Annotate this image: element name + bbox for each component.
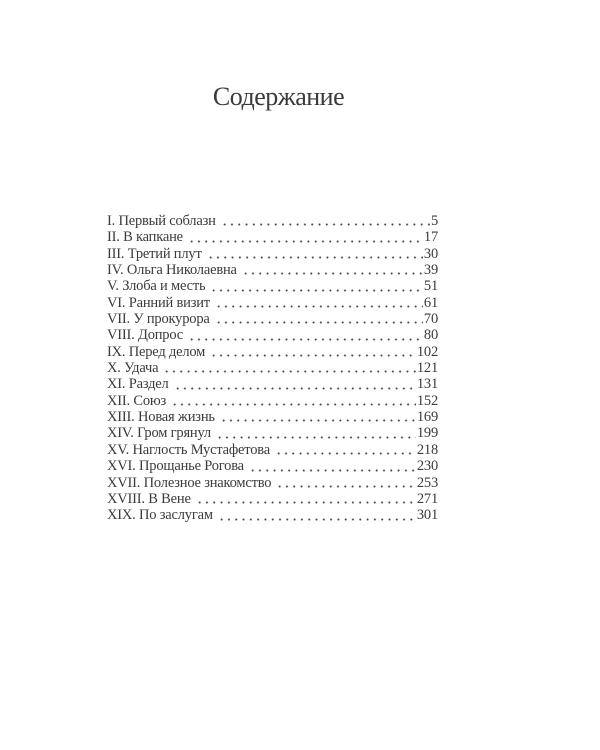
page-number: 131 [416,376,438,393]
dot-leader [241,262,423,279]
page-number: 218 [416,441,438,458]
page-number: 253 [416,474,438,491]
dot-leader [188,327,423,344]
toc-entry: V. Злоба и месть 51 [107,278,438,295]
toc-entry: II. В капкане 17 [107,229,438,246]
toc-entry: XIV. Гром грянул 199 [107,425,438,442]
page-title: Содержание [212,82,345,111]
chapter-label: XII. Союз [107,392,167,409]
chapter-label: I. Первый соблазн [107,213,216,229]
toc-entry: X. Удача 121 [107,360,438,377]
page-number: 169 [416,409,438,426]
dot-leader [215,425,416,442]
dot-leader [248,458,416,475]
dot-leader [210,278,423,295]
dot-leader [217,507,416,524]
chapter-label: X. Удача [107,360,159,377]
chapter-label: XVIII. В Вене [107,490,191,507]
dot-leader [220,213,430,230]
chapter-label: VIII. Допрос [107,327,184,344]
toc-entry: XIII. Новая жизнь 169 [107,409,438,426]
chapter-label: IV. Ольга Николаевна [107,262,237,279]
page-number: 152 [416,392,438,409]
page-number: 39 [423,262,438,279]
chapter-label: XI. Раздел [107,376,169,393]
toc-entry: XII. Союз 152 [107,392,438,410]
toc-entry: XIX. По заслугам 301 [107,507,438,524]
chapter-label: XVI. Прощанье Рогова [107,458,244,475]
chapter-label: VII. У прокурора [107,311,210,328]
dot-leader [219,409,416,426]
page-number: 230 [416,458,438,475]
dot-leader [210,343,416,361]
toc-entry: VIII. Допрос 80 [107,327,438,344]
dot-leader [163,360,416,377]
page-number: 199 [416,425,438,442]
dot-leader [195,490,416,508]
dot-leader [214,311,423,328]
chapter-label: III. Третий плут [107,245,202,262]
chapter-label: V. Злоба и месть [107,278,206,295]
chapter-label: II. В капкане [107,229,183,246]
page-number: 80 [423,327,438,344]
dot-leader [171,392,416,410]
dot-leader [276,474,416,491]
toc-entry: IV. Ольга Николаевна 39 [107,262,438,279]
toc-entry: XI. Раздел 131 [107,376,438,393]
chapter-label: VI. Ранний визит [107,294,210,311]
toc-entry: VI. Ранний визит 61 [107,294,438,312]
dot-leader [214,294,423,312]
chapter-label: XIV. Гром грянул [107,425,211,442]
toc-entry: XVII. Полезное знакомство 253 [107,474,438,491]
chapter-label: XVII. Полезное знакомство [107,474,272,491]
chapter-label: IX. Перед делом [107,343,206,360]
page-number: 5 [430,213,438,229]
toc-entry: III. Третий плут 30 [107,245,438,263]
dot-leader [274,441,416,459]
toc-entry: IX. Перед делом 102 [107,343,438,361]
page-number: 61 [423,294,438,311]
toc-list: I. Первый соблазн 5 II. В капкане 17 III. Тр… [107,213,438,524]
page-number: 102 [416,343,438,360]
toc-entry: I. Первый соблазн 5 [107,213,438,230]
page-number: 70 [423,311,438,328]
toc-entry: XV. Наглость Мустафетова 218 [107,441,438,459]
page-number: 30 [423,245,438,262]
page-number: 301 [416,507,438,524]
toc-entry: XVIII. В Вене 271 [107,490,438,508]
page-number: 271 [416,490,438,507]
dot-leader [206,245,423,263]
page-number: 51 [423,278,438,295]
chapter-label: XIX. По заслугам [107,507,213,524]
dot-leader [187,229,423,246]
chapter-label: XV. Наглость Мустафетова [107,441,270,458]
chapter-label: XIII. Новая жизнь [107,409,215,426]
page-number: 121 [416,360,438,377]
toc-entry: XVI. Прощанье Рогова 230 [107,458,438,475]
page-number: 17 [423,229,438,246]
dot-leader [173,376,416,393]
toc-entry: VII. У прокурора 70 [107,311,438,328]
